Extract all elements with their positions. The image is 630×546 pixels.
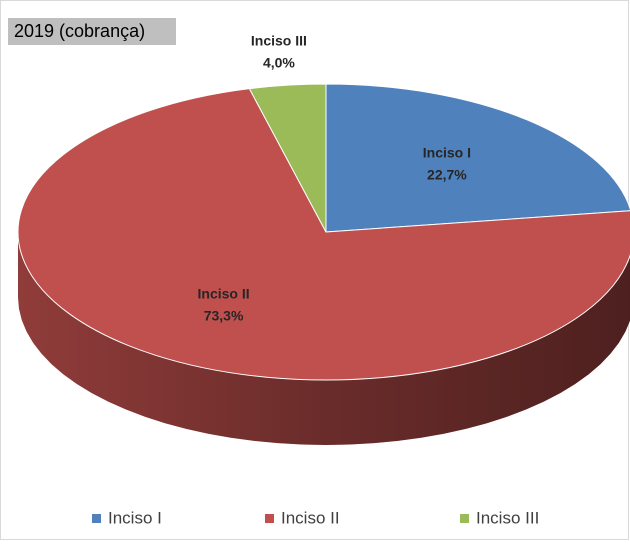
data-label-name: Inciso III (251, 33, 307, 49)
legend-label: Inciso II (281, 508, 340, 527)
legend-label: Inciso I (108, 508, 162, 527)
data-label: 73,3% (204, 308, 244, 324)
data-label: 22,7% (427, 167, 467, 183)
label-box (183, 283, 264, 328)
chart-title: 2019 (cobrança) (14, 21, 145, 41)
data-label-name: Inciso I (423, 145, 471, 161)
legend-swatch (265, 514, 274, 523)
data-label: 4,0% (263, 55, 295, 71)
title-box (8, 18, 176, 45)
label-box (406, 142, 487, 187)
legend-label: Inciso III (476, 508, 539, 527)
slice (17, 88, 630, 381)
legend-swatch (460, 514, 469, 523)
slice (248, 83, 327, 233)
slice-side-shade (18, 232, 630, 445)
legend-swatch (92, 514, 101, 523)
data-label-name: Inciso II (198, 286, 250, 302)
